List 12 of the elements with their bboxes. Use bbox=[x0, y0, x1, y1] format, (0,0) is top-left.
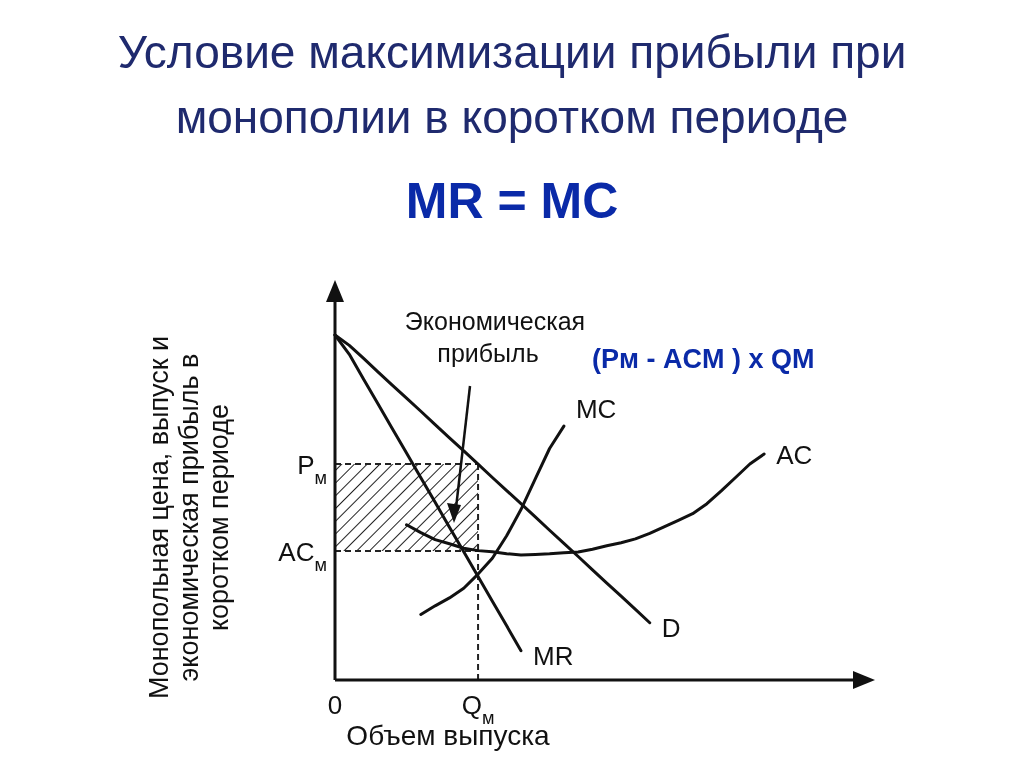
chart-subtitle: MR = MC bbox=[405, 173, 619, 229]
annotation: Экономическая прибыль bbox=[404, 307, 586, 367]
ref-line-label: AC$_{м}$ bbox=[278, 536, 327, 575]
ref-line-label: P$_{м}$ bbox=[297, 450, 327, 489]
x-tick-label: 0 bbox=[327, 690, 343, 720]
annotation: (Pм - ACM ) x QM bbox=[592, 344, 815, 374]
y-axis-title: Монопольная цена, выпуск и экономическая прибыль в коротком периоде bbox=[144, 335, 234, 700]
series-label: MR bbox=[532, 640, 574, 671]
series-label: AC bbox=[776, 440, 813, 471]
series-label: MC bbox=[575, 394, 617, 425]
chart-title: Условие максимизации прибыли при монополии в коротком периоде bbox=[117, 26, 907, 143]
series-label: D bbox=[661, 612, 681, 643]
